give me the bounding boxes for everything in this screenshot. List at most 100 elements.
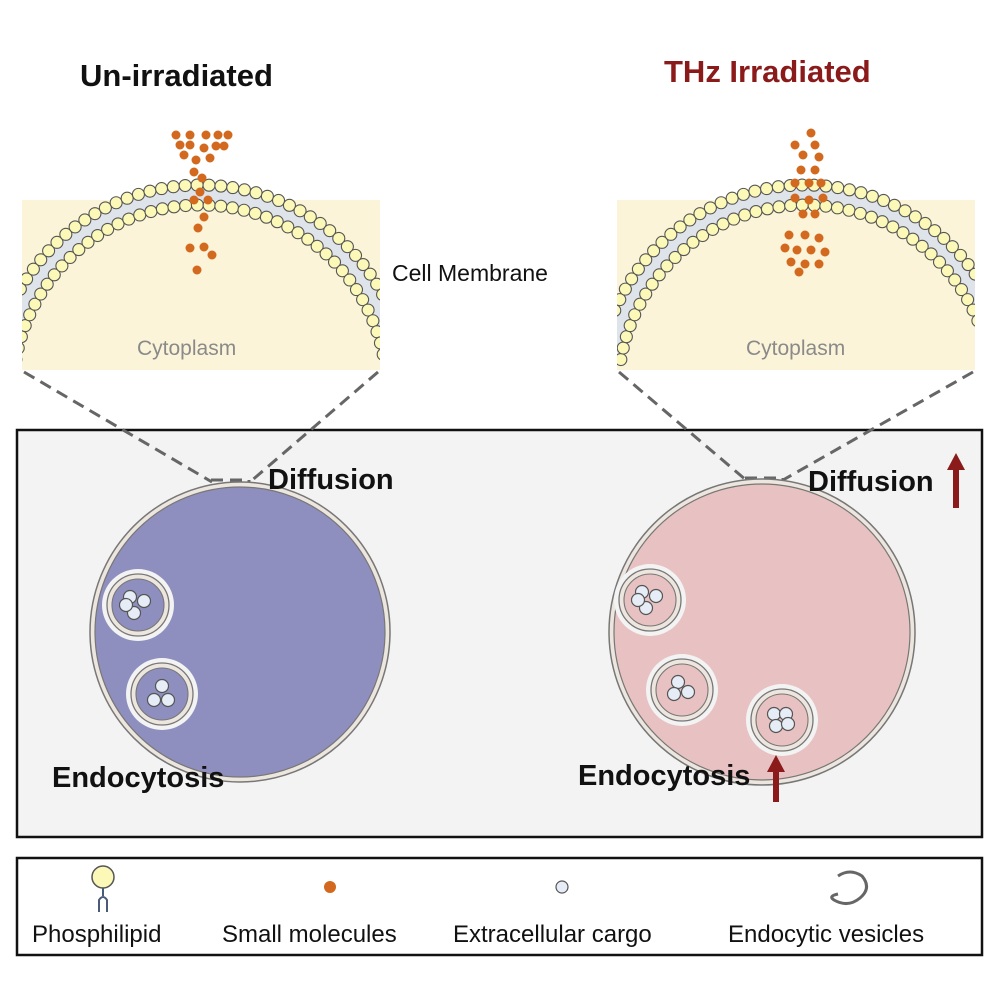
phospholipid-head [736,187,750,201]
phospholipid-head [226,181,240,195]
phospholipid-head [55,259,69,273]
phospholipid-head [366,314,380,328]
phospholipid-head [652,268,666,282]
small-molecule [814,233,824,243]
phospholipid-head [625,272,639,286]
legend-label-small-molecules: Small molecules [222,921,397,948]
phospholipid-head [42,244,56,258]
small-molecule [804,195,814,205]
phospholipid-head [68,220,82,234]
phospholipid-head [282,198,296,212]
phospholipid-head [940,264,954,278]
small-molecule [185,140,195,150]
phospholipid-head [760,182,774,196]
cargo-icon [555,880,569,894]
phospholipid-head [178,178,192,193]
phospholipid-head [748,184,762,198]
phospholipid-head [953,248,968,262]
phospholipid-head [131,187,145,201]
small-molecule [199,212,209,222]
phospholipid-head [918,216,932,231]
phospholipid-head [122,212,136,226]
phospholipid-head [363,267,377,281]
small-molecule [223,130,233,140]
phospholipid-head [301,232,315,246]
phospholipid-head [908,210,922,224]
phospholipid-head [966,303,975,317]
small-molecule [810,165,820,175]
phospholipid-head [166,180,180,194]
phospholipid-head [714,196,728,210]
phospholipid-head [749,204,763,219]
phospholipid-head [703,201,717,215]
small-molecule [203,195,213,205]
phospholipid-head [387,310,399,322]
phospholipid-head [167,200,181,214]
small-molecule [189,167,199,177]
phospholipid-head [932,255,947,269]
small-molecule [786,257,796,267]
phospholipid-head [771,180,785,194]
extracellular-cargo [766,706,782,722]
phospholipid-head [260,189,274,203]
endocytic-vesicle-icon [830,870,868,905]
phospholipid-head [598,338,610,350]
phospholipid-head [971,314,975,327]
legend-box [15,856,984,957]
small-molecule [201,130,211,140]
phospholipid-head [693,207,707,221]
small-molecule [814,152,824,162]
phospholipid-head [725,191,739,205]
phospholipid-head [968,267,975,281]
endocytosis-label-right: Endocytosis [578,760,751,792]
phospholipid-head [313,216,327,231]
phospholipid-head [34,253,48,267]
phospholipid-head [249,186,263,200]
small-molecule [205,153,215,163]
small-molecule [197,173,207,183]
phospholipid-head [109,196,123,210]
extracellular-cargo [670,674,686,690]
lipid-tails [617,188,975,365]
legend-label-cargo: Extracellular cargo [453,921,652,948]
phospholipid-head [945,240,959,254]
phospholipid-head [332,231,346,245]
small-molecule [798,150,808,160]
phospholipid-head [291,226,305,240]
cell-membrane-label: Cell Membrane [392,260,548,286]
small-molecule [820,247,830,257]
phospholipid-head [143,184,157,198]
small-molecule [792,245,802,255]
small-molecule [816,178,826,188]
phospholipid-head [144,204,158,219]
small-molecule [800,230,810,240]
extracellular-cargo [160,692,176,708]
phospholipid-head [376,288,380,301]
phospholipid-head [645,277,659,291]
title-irradiated: THz Irradiated [664,54,871,89]
small-molecule [191,155,201,165]
phospholipid-head [4,304,16,316]
phospholipid-head [111,217,125,231]
phospholipid-head [982,348,994,360]
small-molecule [790,140,800,150]
phospholipid-head [72,243,86,257]
phospholipid-head [78,213,92,227]
phospholipid-head [628,308,642,322]
phospholipid-head [760,202,774,216]
phospholipid-head [376,348,380,361]
phospholipid-head [225,201,240,215]
phospholipid-head [259,210,273,224]
phospholipid-head [830,201,845,215]
small-molecule [175,140,185,150]
small-molecule [798,209,808,219]
small-molecule [199,143,209,153]
phospholipid-head [349,283,364,297]
phospholipid-head [319,247,333,261]
phospholipid-head [47,268,61,282]
phospholipid-head [394,333,406,345]
phospholipid-head [875,215,889,229]
extracellular-cargo [666,686,682,702]
phospholipid-head [59,227,73,241]
